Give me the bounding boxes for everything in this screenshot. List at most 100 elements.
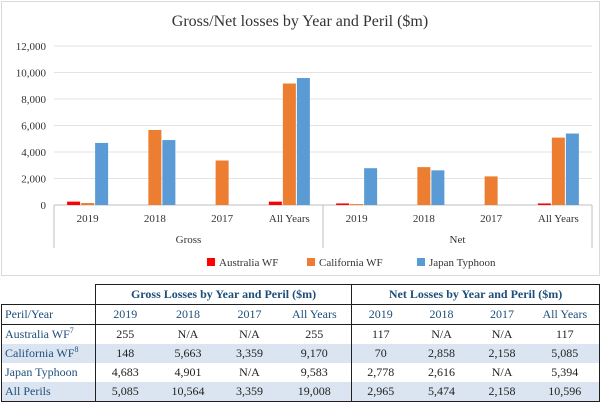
legend-swatch [207,258,215,266]
bar-california-wf [148,129,162,205]
table-row: Australia WF7 255 N/A N/A 255 117 N/A N/A 117 [1,324,600,344]
table-cell: 2,158 [473,344,531,363]
x-tick-label: 2019 [346,213,369,225]
table-cell: 5,085 [95,382,155,402]
table-cell: 4,683 [95,363,155,382]
chart-container: Gross/Net losses by Year and Peril ($m) … [1,1,600,276]
column-header: 2019 [95,304,155,325]
table-cell: 3,359 [221,344,278,363]
table-cell: 117 [351,324,410,344]
x-tick-label: All Years [269,213,310,225]
legend-label: Japan Typhoon [429,257,496,269]
table-cell: 255 [95,324,155,344]
loss-table: Gross Losses by Year and Peril ($m) Net … [1,284,600,402]
y-tick-label: 4,000 [21,147,46,159]
x-tick-label: 2019 [77,213,100,225]
x-tick-label: All Years [538,213,579,225]
legend-swatch [417,258,425,266]
loss-bar-chart: Gross/Net losses by Year and Peril ($m) … [16,13,593,269]
x-tick-label: 2018 [144,213,167,225]
table-cell: 10,596 [530,382,600,402]
bar-japan-typhoon [95,142,109,205]
peril-name: Australia WF7 [1,324,96,344]
table-cell: 3,359 [221,382,278,402]
table-cell: N/A [177,327,199,341]
column-header: 2017 [221,304,278,325]
y-tick-label: 0 [41,200,47,212]
net-losses-header: Net Losses by Year and Peril ($m) [351,284,600,305]
table-cell: 9,170 [277,344,352,363]
bar-california-wf [81,203,95,205]
table-column-header-row: Peril/Year 2019 2018 2017 All Years 2019 2018 2… [1,304,600,325]
table-cell: 5,663 [154,344,222,363]
x-tick-label: 2017 [480,213,503,225]
corner-header: Peril/Year [1,304,96,325]
peril-name: California WF8 [1,344,96,363]
loss-table-container: Gross Losses by Year and Peril ($m) Net … [1,284,600,402]
table-cell: N/A [431,327,452,341]
peril-label: All Perils [5,384,51,398]
column-header: All Years [530,304,600,325]
table-cell: 2,858 [409,344,474,363]
table-cell: 4,901 [174,365,202,379]
table-row: Japan Typhoon 4,683 4,901 N/A 9,583 2,778 2,61… [1,363,600,382]
table-cell: 117 [530,324,600,344]
table-cell: 5,394 [530,363,600,382]
column-header: 2018 [154,304,222,325]
table-cell: N/A [239,327,260,341]
table-cell: 70 [351,344,410,363]
legend-label: California WF [319,257,383,269]
table-cell: 9,583 [300,365,328,379]
peril-label: Japan Typhoon [5,365,78,379]
table-cell: N/A [239,365,260,379]
peril-name: Japan Typhoon [1,363,96,382]
bar-australia-wf [537,203,551,205]
chart-title: Gross/Net losses by Year and Peril ($m) [172,13,428,30]
footnote-marker: 7 [69,326,74,335]
table-row: All Perils 5,085 10,564 3,359 19,008 2,965 5,4… [1,382,600,402]
y-tick-label: 2,000 [21,174,46,186]
legend-label: Australia WF [219,257,278,269]
y-tick-label: 10,000 [16,68,47,80]
bar-california-wf [551,137,565,205]
y-tick-label: 6,000 [21,121,46,133]
x-tick-label: 2017 [211,213,234,225]
column-header: 2018 [409,304,474,325]
x-group-label: Gross [176,234,202,246]
peril-label: Australia WF [5,327,70,341]
table-cell: 19,008 [277,382,352,402]
x-tick-label: 2018 [413,213,436,225]
bar-japan-typhoon [162,140,176,205]
y-tick-label: 12,000 [16,41,47,53]
bar-japan-typhoon [565,133,579,205]
bar-california-wf [215,160,229,205]
table-cell: 5,085 [530,344,600,363]
peril-label: California WF [5,346,75,360]
bar-australia-wf [336,203,350,205]
table-cell: 255 [305,327,324,341]
table-cell: 2,965 [351,382,410,402]
legend-swatch [307,258,315,266]
peril-name: All Perils [1,382,96,402]
table-row: California WF8 148 5,663 3,359 9,170 70 2,858 2… [1,344,600,363]
column-header: 2017 [473,304,531,325]
column-header: 2019 [351,304,410,325]
x-group-label: Net [450,234,466,246]
table-cell: 148 [95,344,155,363]
y-tick-label: 8,000 [21,94,46,106]
table-cell: 2,778 [351,363,410,382]
bar-japan-typhoon [296,78,310,205]
bar-california-wf [484,176,498,205]
bar-california-wf [282,83,296,205]
table-group-header-row: Gross Losses by Year and Peril ($m) Net … [2,284,600,305]
table-cell: 2,616 [428,365,456,379]
bar-australia-wf [67,201,81,205]
bar-japan-typhoon [364,168,378,205]
table-cell: 2,158 [473,382,531,402]
bar-japan-typhoon [431,170,445,205]
table-cell: N/A [491,365,513,379]
bar-california-wf [417,167,431,205]
table-cell: 5,474 [409,382,474,402]
gross-losses-header: Gross Losses by Year and Peril ($m) [94,284,352,305]
table-cell: 10,564 [154,382,222,402]
